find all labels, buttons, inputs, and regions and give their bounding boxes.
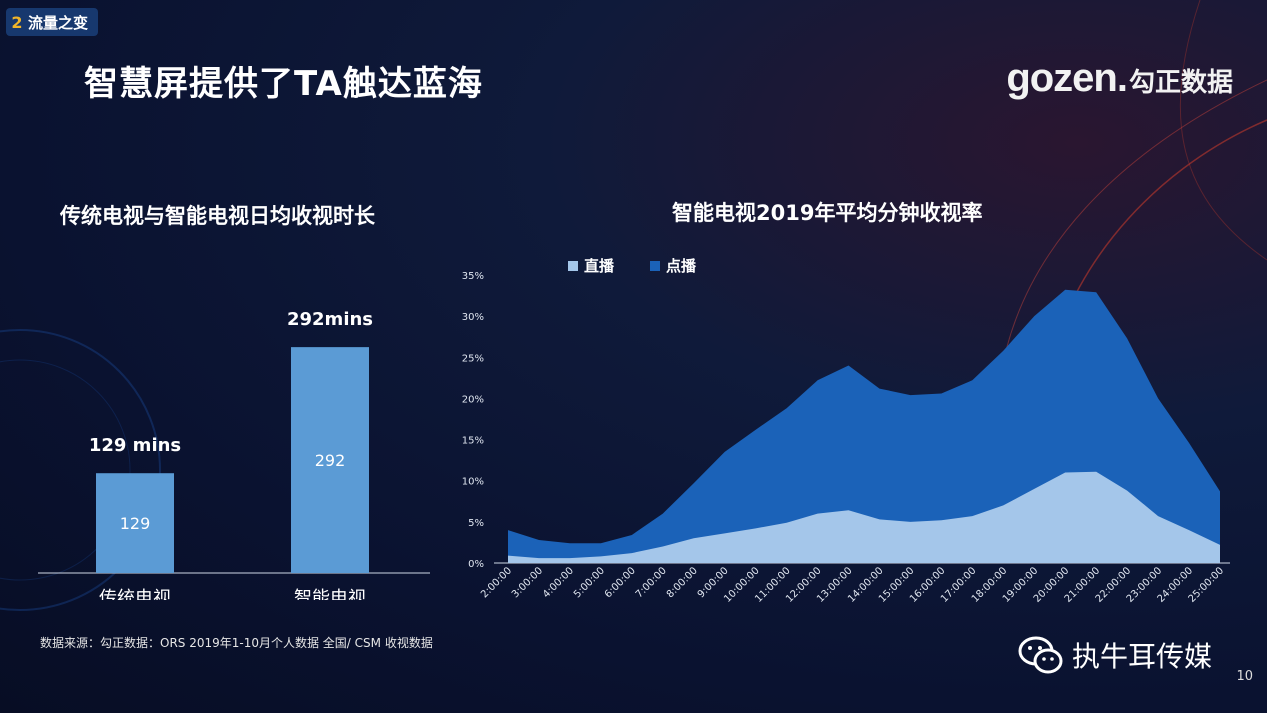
bar-top-label-2: 292mins <box>287 309 373 330</box>
legend-label-1: 直播 <box>584 257 615 275</box>
y-tick-label: 5% <box>468 518 484 529</box>
gozen-logo: gozen. 勾正数据 <box>1006 56 1233 101</box>
y-tick-label: 25% <box>462 353 484 364</box>
watermark: 执牛耳传媒 <box>1018 635 1212 675</box>
x-tick-label: 7:00:00 <box>634 565 669 600</box>
bar-chart-title: 传统电视与智能电视日均收视时长 <box>60 204 375 228</box>
y-tick-label: 15% <box>462 436 484 447</box>
y-tick-label: 20% <box>462 394 484 405</box>
bar-top-label-1: 129 mins <box>89 435 181 456</box>
page-number: 10 <box>1236 669 1253 684</box>
section-label: 流量之变 <box>28 13 89 32</box>
section-tag: 2 流量之变 <box>6 8 99 36</box>
x-tick-label: 5:00:00 <box>572 565 607 600</box>
source-note: 数据来源：勾正数据：ORS 2019年1-10月个人数据 全国/ CSM 收视数… <box>40 636 433 650</box>
logo-latin-text: gozen. <box>1006 56 1128 100</box>
bar-2 <box>291 347 369 573</box>
area-chart-title: 智能电视2019年平均分钟收视率 <box>672 201 983 225</box>
y-tick-label: 10% <box>462 477 484 488</box>
bar-chart: 129 129 mins 传统电视 292 292mins 智能电视 <box>38 309 430 600</box>
x-tick-label: 8:00:00 <box>665 565 700 600</box>
bar-value-label-1: 129 <box>120 514 151 533</box>
legend-swatch-1 <box>568 261 578 271</box>
x-tick-label: 2:00:00 <box>479 565 514 600</box>
area-chart: 0% 5% 10% 15% 20% 25% 30% 35% 2:00:003:00:004:00… <box>462 257 1230 605</box>
x-tick-label: 4:00:00 <box>541 565 576 600</box>
bar-value-label-2: 292 <box>315 451 346 470</box>
x-tick-label: 3:00:00 <box>510 565 545 600</box>
y-tick-label: 0% <box>468 559 484 570</box>
y-tick-label: 35% <box>462 271 484 282</box>
y-tick-label: 30% <box>462 312 484 323</box>
x-tick-label: 6:00:00 <box>603 565 638 600</box>
logo-cjk-text: 勾正数据 <box>1128 68 1233 98</box>
watermark-text: 执牛耳传媒 <box>1072 640 1213 673</box>
bar-category-label-2: 智能电视 <box>294 588 366 600</box>
bar-1 <box>96 473 174 573</box>
area-series-live <box>508 471 1220 563</box>
bar-category-label-1: 传统电视 <box>99 588 171 600</box>
legend-swatch-2 <box>650 261 660 271</box>
section-number: 2 <box>11 12 23 32</box>
wechat-icon <box>1018 636 1063 674</box>
legend-label-2: 点播 <box>666 257 697 275</box>
page-title: 智慧屏提供了TA触达蓝海 <box>84 64 483 104</box>
